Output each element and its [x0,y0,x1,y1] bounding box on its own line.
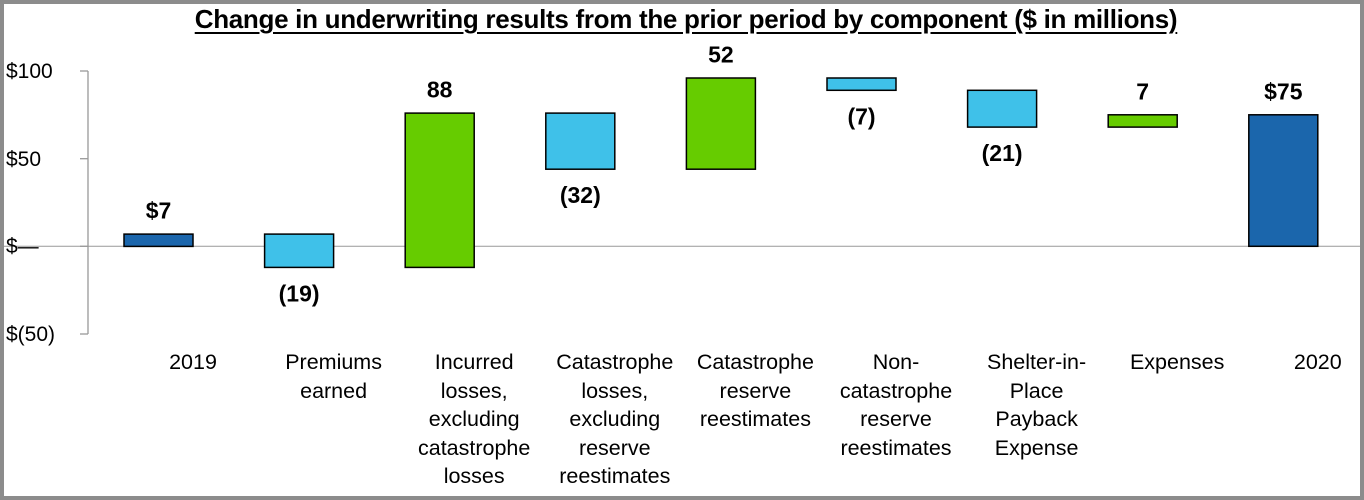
svg-text:$75: $75 [1264,78,1303,104]
svg-text:$7: $7 [146,198,172,224]
svg-text:(19): (19) [279,280,320,306]
svg-text:88: 88 [427,77,453,103]
svg-text:(7): (7) [847,103,875,129]
svg-text:52: 52 [708,42,734,68]
svg-text:7: 7 [1136,78,1149,104]
svg-text:(32): (32) [560,182,601,208]
svg-text:(21): (21) [982,140,1023,166]
